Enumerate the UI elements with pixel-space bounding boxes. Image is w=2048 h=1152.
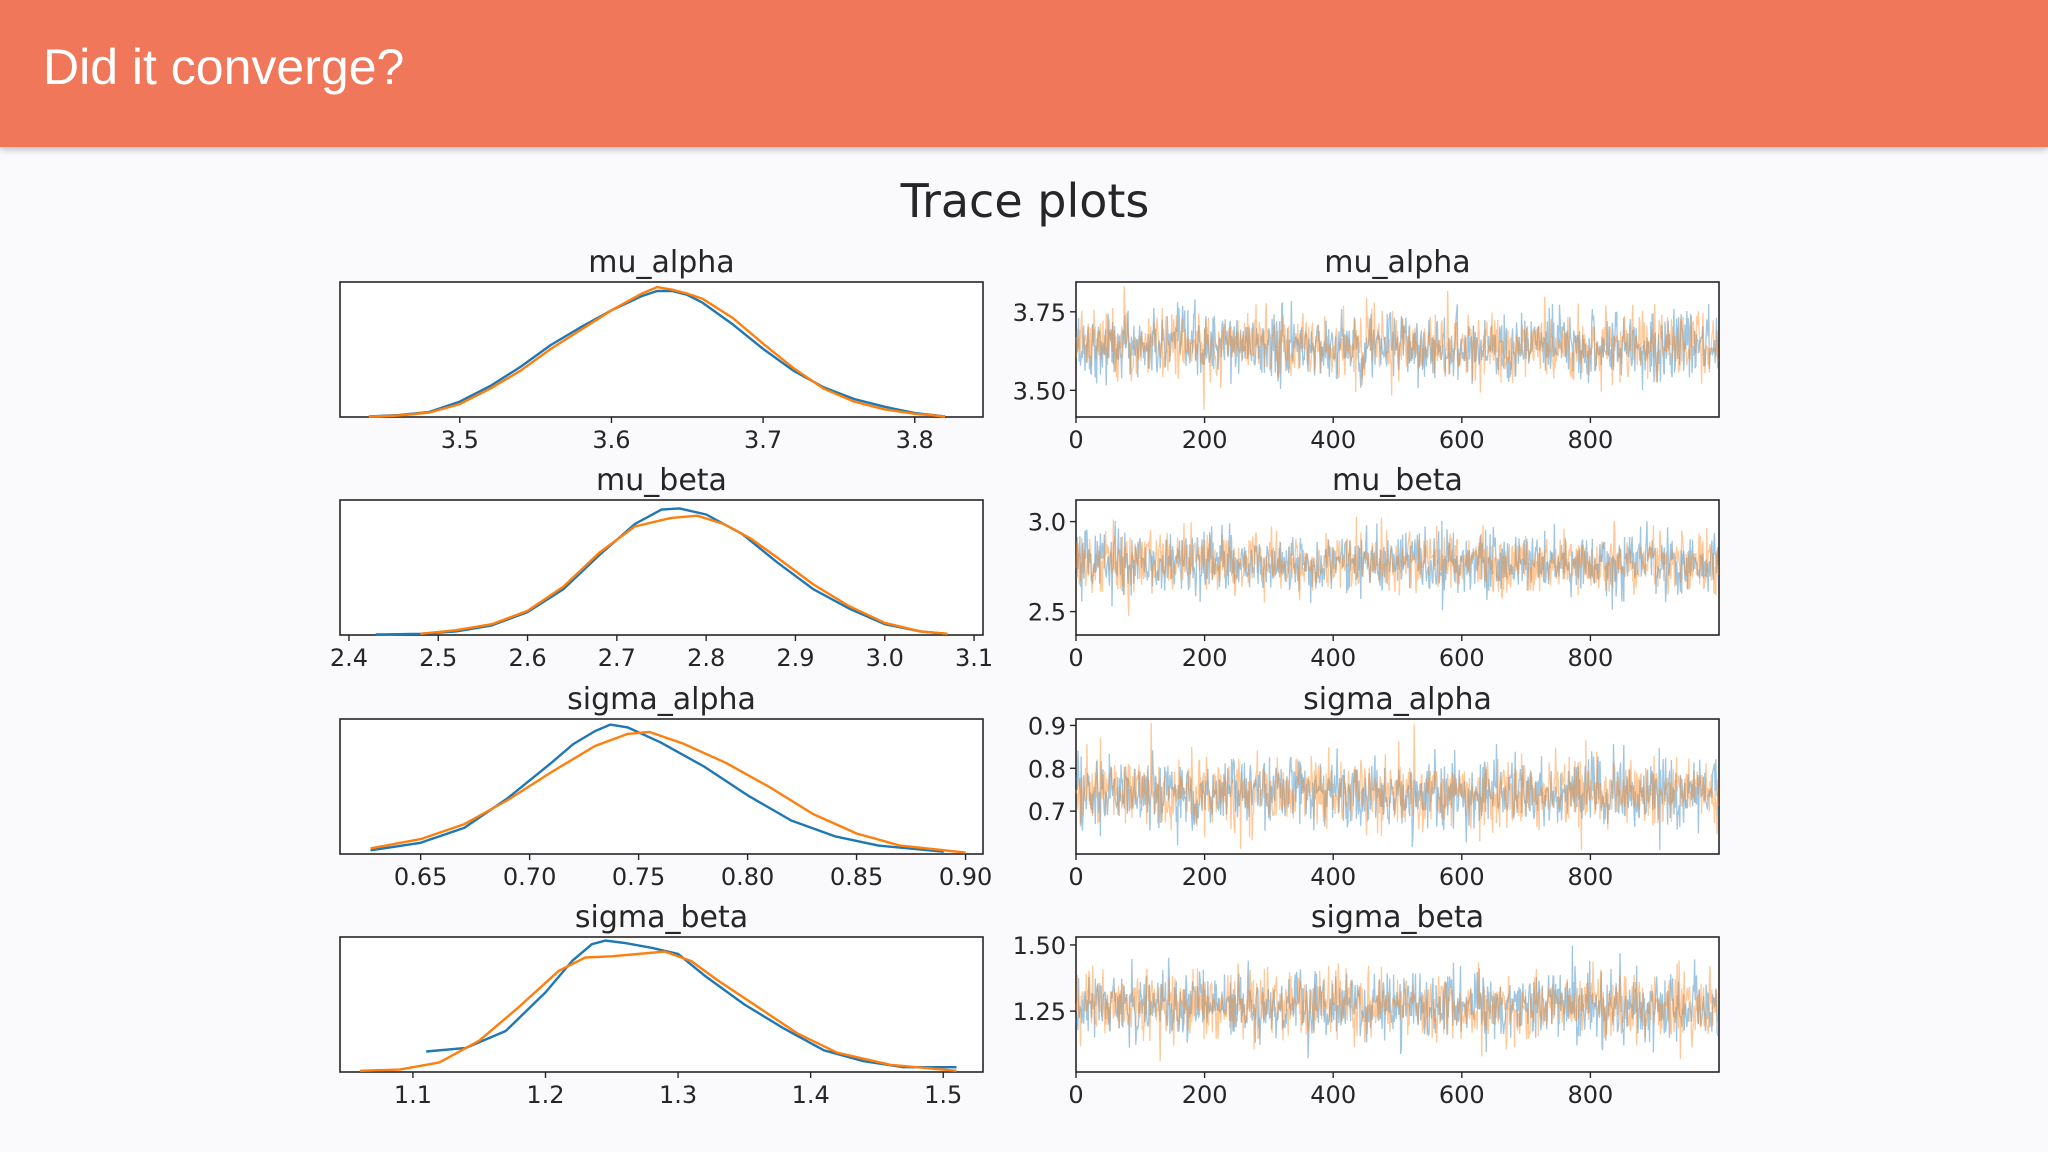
- density-xtick-label-sigma_beta-1: 1.2: [526, 1081, 564, 1109]
- trace-xtick-label-sigma_beta-2: 400: [1310, 1081, 1356, 1109]
- trace-title-sigma_alpha: sigma_alpha: [1303, 682, 1492, 717]
- trace-panel-sigma_alpha: [1075, 718, 1720, 855]
- density-xtick-label-sigma_alpha-1: 0.70: [503, 863, 556, 891]
- density-panel-mu_alpha: [339, 281, 984, 418]
- density-line-sigma_beta-chain-0: [426, 939, 957, 1069]
- trace-xtick-label-sigma_beta-0: 0: [1068, 1081, 1083, 1109]
- trace-xtick-label-sigma_beta-3: 600: [1439, 1081, 1485, 1109]
- trace-ytick-label-mu_beta-1: 3.0: [1028, 509, 1066, 537]
- density-xtick-label-mu_beta-7: 3.1: [955, 644, 993, 672]
- density-xtick-label-sigma_beta-3: 1.4: [792, 1081, 830, 1109]
- trace-ytick-label-sigma_alpha-1: 0.8: [1028, 755, 1066, 783]
- trace-xtick-label-sigma_alpha-3: 600: [1439, 863, 1485, 891]
- trace-ytick-label-mu_alpha-0: 3.50: [1013, 377, 1066, 405]
- density-xtick-label-mu_alpha-1: 3.6: [592, 426, 630, 454]
- density-title-sigma_beta: sigma_beta: [575, 900, 748, 935]
- trace-line-mu_beta-chain-0: [1075, 520, 1720, 611]
- density-xtick-label-sigma_beta-0: 1.1: [394, 1081, 432, 1109]
- density-xtick-label-mu_beta-2: 2.6: [508, 644, 546, 672]
- trace-line-sigma_beta-chain-1: [1075, 960, 1719, 1062]
- density-xtick-label-mu_alpha-0: 3.5: [441, 426, 479, 454]
- density-xtick-label-sigma_alpha-3: 0.80: [721, 863, 774, 891]
- density-xtick-label-sigma_beta-2: 1.3: [659, 1081, 697, 1109]
- density-xtick-label-sigma_alpha-2: 0.75: [612, 863, 665, 891]
- density-xtick-label-sigma_beta-4: 1.5: [924, 1081, 962, 1109]
- trace-xtick-label-sigma_beta-4: 800: [1567, 1081, 1613, 1109]
- trace-title-mu_beta: mu_beta: [1332, 463, 1463, 498]
- density-panel-sigma_alpha: [339, 718, 984, 855]
- density-xtick-label-mu_alpha-3: 3.8: [896, 426, 934, 454]
- trace-xtick-label-sigma_alpha-4: 800: [1567, 863, 1613, 891]
- density-title-sigma_alpha: sigma_alpha: [567, 682, 756, 717]
- figure-title: Trace plots: [900, 174, 1150, 228]
- trace-xtick-label-sigma_beta-1: 200: [1182, 1081, 1228, 1109]
- density-panel-mu_beta: [339, 499, 984, 636]
- trace-line-mu_alpha-chain-0: [1075, 299, 1719, 391]
- density-xtick-label-sigma_alpha-4: 0.85: [830, 863, 883, 891]
- trace-xtick-label-mu_beta-2: 400: [1310, 644, 1356, 672]
- trace-ytick-label-mu_alpha-1: 3.75: [1013, 299, 1066, 327]
- trace-xtick-label-mu_alpha-1: 200: [1182, 426, 1228, 454]
- trace-ytick-label-sigma_alpha-0: 0.7: [1028, 798, 1066, 826]
- density-line-mu_beta-chain-1: [420, 514, 948, 635]
- trace-xtick-label-mu_beta-4: 800: [1567, 644, 1613, 672]
- trace-xtick-label-mu_alpha-4: 800: [1567, 426, 1613, 454]
- trace-line-sigma_alpha-chain-1: [1075, 722, 1720, 851]
- density-title-mu_alpha: mu_alpha: [588, 245, 734, 280]
- trace-xtick-label-mu_beta-3: 600: [1439, 644, 1485, 672]
- slide-header: Did it converge?: [0, 0, 2048, 147]
- trace-xtick-label-mu_alpha-3: 600: [1439, 426, 1485, 454]
- trace-ytick-label-sigma_beta-0: 1.25: [1013, 998, 1066, 1026]
- trace-xtick-label-sigma_alpha-0: 0: [1068, 863, 1083, 891]
- trace-xtick-label-sigma_alpha-2: 400: [1310, 863, 1356, 891]
- trace-panel-sigma_beta: [1075, 936, 1720, 1073]
- trace-ytick-label-mu_beta-0: 2.5: [1028, 599, 1066, 627]
- trace-xtick-label-mu_beta-1: 200: [1182, 644, 1228, 672]
- density-xtick-label-mu_beta-4: 2.8: [687, 644, 725, 672]
- trace-line-sigma_beta-chain-0: [1075, 945, 1720, 1059]
- trace-xtick-label-mu_alpha-0: 0: [1068, 426, 1083, 454]
- trace-line-mu_beta-chain-1: [1075, 516, 1720, 616]
- density-xtick-label-mu_beta-1: 2.5: [419, 644, 457, 672]
- trace-xtick-label-mu_alpha-2: 400: [1310, 426, 1356, 454]
- density-title-mu_beta: mu_beta: [596, 463, 727, 498]
- density-xtick-label-mu_beta-3: 2.7: [598, 644, 636, 672]
- trace-xtick-label-sigma_alpha-1: 200: [1182, 863, 1228, 891]
- density-xtick-label-sigma_alpha-0: 0.65: [394, 863, 447, 891]
- trace-xtick-label-mu_beta-0: 0: [1068, 644, 1083, 672]
- density-line-sigma_alpha-chain-1: [370, 730, 966, 854]
- trace-panel-mu_beta: [1075, 499, 1720, 636]
- density-xtick-label-mu_beta-0: 2.4: [330, 644, 368, 672]
- trace-ytick-label-sigma_alpha-2: 0.9: [1028, 712, 1066, 740]
- trace-title-mu_alpha: mu_alpha: [1324, 245, 1470, 280]
- density-line-mu_alpha-chain-0: [368, 289, 946, 418]
- trace-ytick-label-sigma_beta-1: 1.50: [1013, 932, 1066, 960]
- density-xtick-label-mu_beta-5: 2.9: [776, 644, 814, 672]
- trace-title-sigma_beta: sigma_beta: [1311, 900, 1484, 935]
- density-xtick-label-sigma_alpha-5: 0.90: [939, 863, 992, 891]
- density-line-mu_alpha-chain-1: [368, 285, 946, 418]
- density-xtick-label-mu_beta-6: 3.0: [866, 644, 904, 672]
- trace-line-sigma_alpha-chain-0: [1075, 743, 1720, 851]
- trace-panel-mu_alpha: [1075, 281, 1720, 418]
- density-xtick-label-mu_alpha-2: 3.7: [744, 426, 782, 454]
- density-line-sigma_beta-chain-1: [359, 950, 957, 1072]
- slide-title: Did it converge?: [43, 39, 405, 95]
- trace-line-mu_alpha-chain-1: [1075, 286, 1720, 411]
